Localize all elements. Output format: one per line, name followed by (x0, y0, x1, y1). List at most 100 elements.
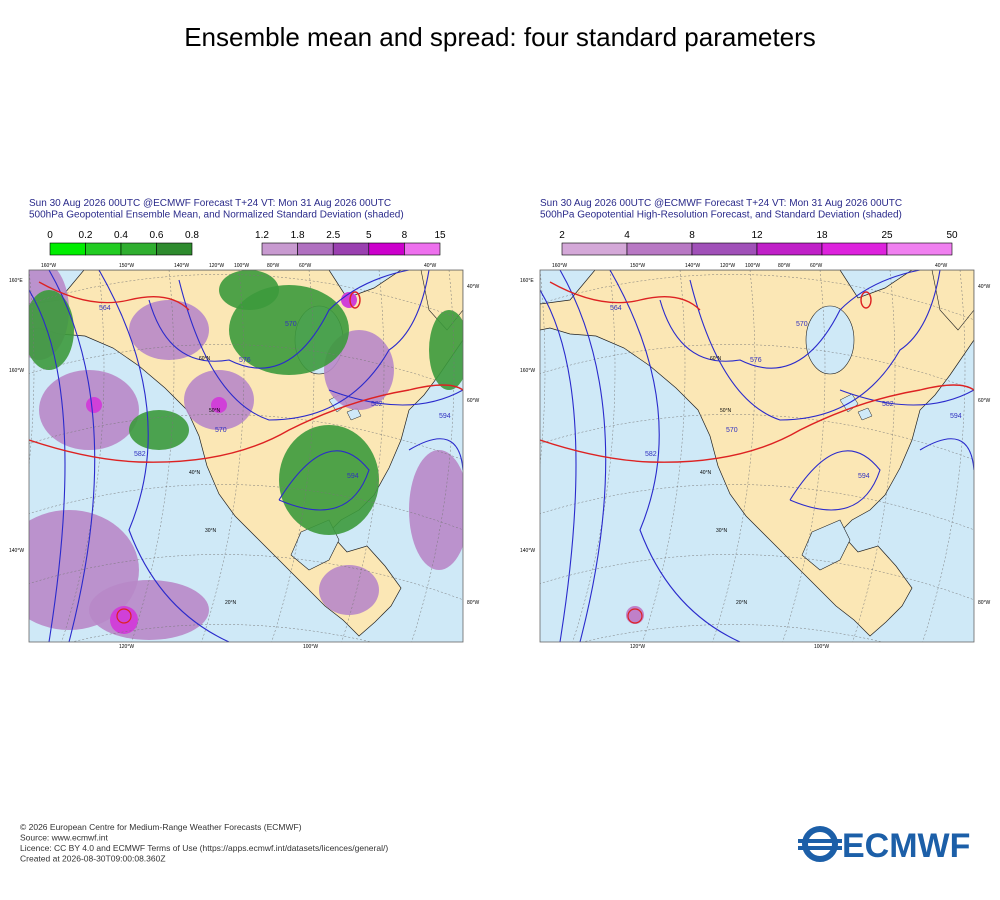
colorbar-label: 2 (559, 230, 565, 241)
shade-green (219, 270, 279, 310)
shade-core (86, 397, 102, 413)
colorbar-label: 1.2 (255, 230, 269, 241)
graticule (782, 270, 826, 642)
contour-high (349, 291, 361, 309)
colorbar-box (120, 242, 157, 256)
shade-purple (409, 450, 463, 570)
colorbar-label: 18 (816, 230, 828, 241)
map-label: 80°W (267, 263, 280, 269)
contour-high (860, 291, 872, 309)
contour (789, 450, 881, 511)
shade-core (341, 292, 357, 308)
colorbar-label: 50 (946, 230, 958, 241)
contour (148, 270, 410, 369)
lakes (839, 393, 873, 421)
map-body (540, 270, 974, 642)
map-label: 60°W (810, 263, 823, 269)
contour (98, 270, 230, 642)
logo-bar (798, 846, 842, 850)
contour-label: 564 (99, 305, 111, 312)
map-label: 40°N (700, 470, 712, 476)
contour (408, 438, 463, 471)
map-label: 160°W (552, 263, 567, 269)
colorbar-box (297, 242, 334, 256)
map-label: 160°W (9, 368, 24, 374)
graticule (29, 270, 35, 468)
map-label: 140°W (174, 263, 189, 269)
colorbar-box (691, 242, 758, 256)
map-label: 120°W (209, 263, 224, 269)
graticule (642, 270, 686, 642)
panel-header: 500hPa Geopotential Ensemble Mean, and N… (29, 210, 404, 221)
contour (278, 450, 370, 511)
colorbar-box (756, 242, 823, 256)
graticule (540, 344, 974, 391)
hudson-bay (805, 305, 855, 375)
contour-582 (38, 281, 190, 311)
map-label: 40°W (424, 263, 437, 269)
contour-label: 594 (858, 473, 870, 480)
colorbar-box (156, 242, 193, 256)
graticule (29, 274, 463, 321)
colorbar-label: 8 (689, 230, 695, 241)
map-label: 150°W (630, 263, 645, 269)
graticule (540, 270, 546, 468)
colorbar-label: 0.2 (79, 230, 93, 241)
colorbar-box (85, 242, 122, 256)
graticule (411, 270, 455, 642)
footer-line: Source: www.ecmwf.int (20, 833, 108, 843)
map-label: 40°N (189, 470, 201, 476)
map-label: 160°E (9, 278, 23, 284)
colorbar-box (49, 242, 86, 256)
contour-label: 576 (750, 357, 762, 364)
map-label: 20°N (225, 600, 237, 606)
contour-label: 570 (726, 427, 738, 434)
contour-582 (29, 384, 463, 463)
map-label: 120°W (720, 263, 735, 269)
contour (839, 389, 974, 406)
contour-low (627, 608, 643, 624)
map-label: 60°W (978, 398, 991, 404)
graticule (131, 270, 175, 642)
contour-582 (540, 384, 974, 463)
colorbar-label: 5 (366, 230, 372, 241)
map-label: 20°N (736, 600, 748, 606)
graticule (852, 270, 896, 642)
logo: ECMWF (798, 826, 970, 865)
map-label: 40°W (978, 284, 991, 290)
logo-text: ECMWF (842, 827, 970, 865)
colorbar-label: 0 (47, 230, 53, 241)
panel-header: 500hPa Geopotential High-Resolution Fore… (540, 210, 902, 221)
map-label: 50°N (720, 408, 732, 414)
contour-label: 570 (285, 321, 297, 328)
colorbar-label: 8 (402, 230, 408, 241)
contour (48, 270, 96, 642)
contour-label: 582 (882, 401, 894, 408)
colorbar-box (261, 242, 298, 256)
colorbar-label: 15 (434, 230, 446, 241)
footer-line: Created at 2026-08-30T09:00:08.360Z (20, 854, 166, 864)
map: 582 570 576 594 564 582 594 570 160°W 150°W 140°W 1… (9, 263, 480, 650)
colorbar-label: 0.6 (150, 230, 164, 241)
map-label: 100°W (745, 263, 760, 269)
contour-low (116, 608, 132, 624)
logo-ring (802, 826, 838, 862)
graticule (61, 270, 105, 642)
shade-purple (89, 580, 209, 640)
colorbar-label: 2.5 (326, 230, 340, 241)
graticule (572, 270, 616, 642)
contour (689, 270, 941, 421)
map-label: 100°W (234, 263, 249, 269)
contour (659, 270, 921, 369)
colorbar-label: 0.4 (114, 230, 128, 241)
graticule (29, 484, 463, 531)
shade-core (110, 606, 138, 634)
logo-bar (798, 839, 842, 843)
contour-label: 582 (645, 451, 657, 458)
map-label: 60°W (299, 263, 312, 269)
graticule (712, 270, 756, 642)
contour (29, 289, 66, 642)
colorbar-label: 0.8 (185, 230, 199, 241)
